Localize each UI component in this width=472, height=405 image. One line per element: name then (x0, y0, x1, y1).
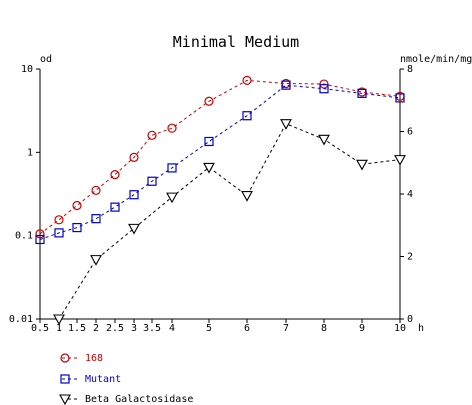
legend-marker (60, 353, 70, 363)
data-point (110, 202, 120, 212)
data-point (128, 223, 140, 235)
y-left-tick-label: 1 (27, 147, 33, 158)
data-point (281, 80, 291, 90)
legend-item: 168 (60, 353, 103, 364)
y-right-tick-label: 0 (407, 314, 413, 325)
series-line (39, 79, 401, 235)
series-1 (35, 80, 405, 245)
y-left-tick-label: 0.01 (9, 314, 33, 325)
legend: 168 Mutant Beta Galactosidase (59, 353, 193, 405)
data-point (91, 214, 101, 224)
legend-item: Mutant (60, 374, 121, 385)
series-2 (53, 119, 406, 326)
data-point (54, 228, 64, 238)
y-left-tick-label: 0.1 (15, 231, 33, 242)
series-line (39, 84, 401, 240)
y-right-tick-label: 4 (407, 189, 413, 200)
data-point (357, 88, 367, 98)
data-point (204, 136, 214, 147)
data-point (147, 176, 157, 186)
x-tick-label: 10 (394, 323, 406, 334)
x-tick-label: 4 (169, 323, 175, 334)
data-point (167, 123, 177, 133)
data-point (129, 190, 139, 200)
y-right-axis-label: nmole/min/mg (400, 54, 472, 65)
data-point (203, 162, 215, 174)
data-point (72, 222, 82, 233)
data-point (241, 191, 253, 202)
data-point (204, 96, 214, 106)
data-point (91, 185, 101, 195)
data-point (167, 163, 177, 173)
x-tick-label: 2 (93, 323, 99, 334)
data-point (72, 200, 82, 211)
data-point (319, 79, 329, 89)
data-point (54, 215, 64, 225)
x-tick-label: 8 (321, 323, 327, 334)
data-point (147, 130, 157, 140)
x-tick-label: 3.5 (143, 323, 161, 334)
y-left-axis-label: od (40, 54, 52, 65)
y-right-tick-label: 8 (407, 64, 413, 75)
data-point (53, 314, 65, 326)
series-0 (35, 75, 405, 239)
data-point (319, 84, 329, 94)
legend-label: Beta Galactosidase (85, 394, 193, 405)
x-tick-label: 7 (283, 323, 289, 334)
y-right-tick-label: 6 (407, 127, 413, 138)
series-layer (35, 75, 406, 326)
legend-marker (60, 374, 70, 384)
x-tick-label: 5 (206, 323, 212, 334)
data-point (166, 192, 178, 204)
data-point (242, 75, 252, 85)
legend-label: Mutant (85, 374, 121, 385)
y-right-tick-label: 2 (407, 252, 413, 263)
x-tick-label: 1 (56, 323, 62, 334)
legend-item: Beta Galactosidase (59, 394, 193, 405)
x-tick-label: 2.5 (106, 323, 124, 334)
data-point (129, 152, 139, 162)
data-point (35, 234, 45, 245)
x-tick-label: 9 (359, 323, 365, 334)
x-tick-label: 3 (131, 323, 137, 334)
legend-label: 168 (85, 353, 103, 364)
y-left-tick-label: 10 (21, 64, 33, 75)
x-tick-label: 6 (244, 323, 250, 334)
data-point (90, 255, 102, 266)
data-point (394, 155, 406, 166)
data-point (110, 170, 120, 180)
data-point (318, 134, 330, 146)
series-line (58, 123, 401, 320)
data-point (242, 111, 252, 121)
x-axis-unit-label: h (418, 323, 424, 334)
data-point (356, 159, 368, 171)
chart-title: Minimal Medium (173, 33, 299, 51)
data-point (280, 119, 292, 130)
data-point (35, 229, 45, 239)
legend-marker (59, 394, 71, 405)
x-tick-label: 0.5 (31, 323, 49, 334)
data-point (395, 93, 405, 103)
x-tick-label: 1.5 (68, 323, 86, 334)
